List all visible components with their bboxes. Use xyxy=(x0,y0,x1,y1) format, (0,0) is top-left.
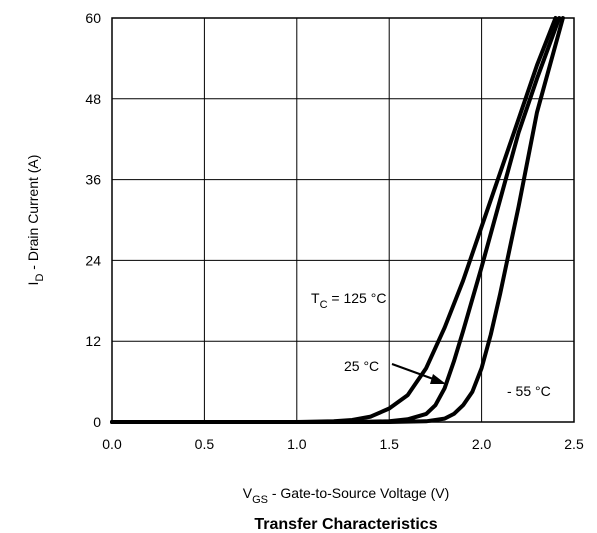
x-axis-label-main: V xyxy=(243,485,253,501)
x-tick-label: 1.5 xyxy=(379,436,399,452)
annotation-125c: TC = 125 °C xyxy=(311,290,386,311)
annotation-125c-main: T xyxy=(311,290,320,306)
annotation-25c-arrow-shaft xyxy=(391,363,437,381)
x-tick-labels: 0.0 0.5 1.0 1.5 2.0 2.5 xyxy=(102,436,584,452)
x-tick-label: 0.5 xyxy=(195,436,215,452)
annotation-25c-arrowhead xyxy=(430,374,446,384)
annotation-minus55c: - 55 °C xyxy=(507,383,551,399)
x-axis-label-rest: - Gate-to-Source Voltage (V) xyxy=(268,485,449,501)
x-tick-label: 0.0 xyxy=(102,436,122,452)
annotation-25c: 25 °C xyxy=(344,358,379,374)
x-tick-label: 2.0 xyxy=(472,436,492,452)
annotation-125c-sub: C xyxy=(320,299,328,311)
y-tick-label: 24 xyxy=(85,252,101,268)
y-axis-label: ID - Drain Current (A) xyxy=(25,155,46,286)
x-axis-label-sub: GS xyxy=(252,494,268,506)
y-tick-label: 60 xyxy=(85,10,101,26)
x-tick-label: 1.0 xyxy=(287,436,307,452)
plot-background xyxy=(112,18,574,422)
y-axis-label-sub: D xyxy=(34,274,46,282)
y-axis-label-main: I xyxy=(25,282,41,286)
y-tick-labels: 0 12 24 36 48 60 xyxy=(85,10,101,430)
y-tick-label: 12 xyxy=(85,333,101,349)
plot-frame xyxy=(111,17,575,423)
y-tick-label: 36 xyxy=(85,172,101,188)
y-tick-label: 48 xyxy=(85,91,101,107)
y-axis-label-rest: - Drain Current (A) xyxy=(25,155,41,274)
y-tick-label: 0 xyxy=(93,414,101,430)
annotation-125c-rest: = 125 °C xyxy=(328,290,387,306)
x-tick-label: 2.5 xyxy=(564,436,584,452)
chart-title: Transfer Characteristics xyxy=(254,516,437,533)
x-axis-label: VGS - Gate-to-Source Voltage (V) xyxy=(243,485,450,506)
